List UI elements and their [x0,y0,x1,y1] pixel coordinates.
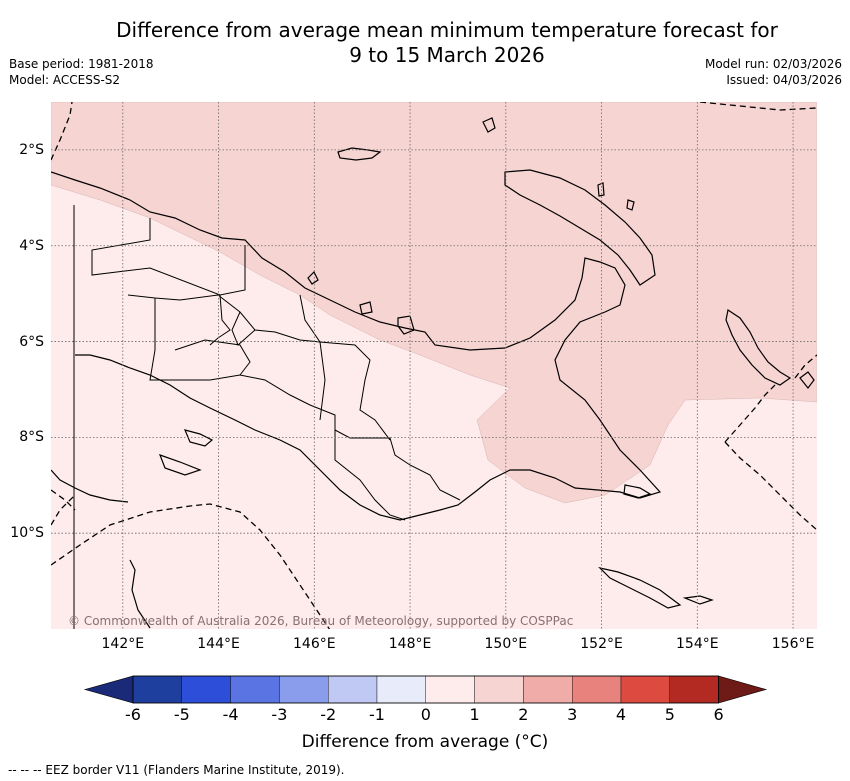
eez-borders [51,102,817,629]
colorbar-tick-label: 5 [664,705,675,724]
colorbar-tick-label: 4 [615,705,627,724]
province-western [91,218,246,296]
new-britain [504,169,656,286]
x-tick-label: 146°E [293,636,336,652]
colorbar-tick-label: 1 [469,705,480,724]
new-guinea-south-coast [75,354,599,521]
colorbar-tick-label: -6 [125,705,141,724]
manus-island [337,147,382,161]
province-eastern-highlands [231,311,256,346]
eez-east [794,354,817,379]
x-tick-label: 150°E [484,636,528,652]
eez-east-south [724,441,817,531]
cape-york-coast [51,469,129,503]
coastline [51,117,815,629]
province-highlands [149,298,336,430]
y-tick-label: 4°S [19,237,44,254]
colorbar-tick-label: 0 [420,705,431,724]
x-tick-label: 142°E [101,636,145,652]
colorbar-tick-label: -1 [369,705,385,724]
y-tick-label: 8°S [19,429,44,446]
gridlines [51,102,817,629]
map-title: Difference from average mean minimum tem… [90,18,804,68]
eez-south-east [724,384,776,443]
copyright-notice: © Commonwealth of Australia 2026, Bureau… [68,614,574,628]
province-morobe [334,430,406,521]
torres-strait-islands [158,429,214,476]
province-gulf [174,339,251,376]
province-madang [299,294,391,441]
x-tick-label: 144°E [197,636,240,652]
colorbar-label: Difference from average (°C) [301,732,549,752]
issued-date: Issued: 04/03/2026 [726,73,842,87]
y-tick-label: 10°S [10,525,44,542]
meta-right: Model run: 02/03/2026 Issued: 04/03/2026 [705,56,842,88]
x-tick-label: 156°E [771,636,815,652]
eez-bottom [51,489,76,511]
base-period: Base period: 1981-2018 [9,57,154,71]
small-islands [307,270,415,335]
title-line-1: Difference from average mean minimum tem… [116,18,778,42]
gulf-islands [129,559,151,629]
colorbar-tick-label: -2 [320,705,337,724]
colorbar-tick-label: 6 [713,705,724,724]
meta-left: Base period: 1981-2018 Model: ACCESS-S2 [9,56,154,88]
new-guinea-north-coast [51,171,662,499]
x-tick-label: 152°E [580,636,623,652]
new-ireland [725,309,792,386]
admin-boundaries [73,205,461,629]
colorbar-tick-label: 3 [567,705,578,724]
province-central [334,429,461,501]
colorbar-tick-label: 2 [518,705,529,724]
bougainville [799,371,815,389]
colorbar-tick-label: -5 [173,705,190,724]
eez-footnote: -- -- -- EEZ border V11 (Flanders Marine… [8,763,345,777]
model-name: Model: ACCESS-S2 [9,73,121,87]
model-run: Model run: 02/03/2026 [704,57,842,71]
eez-north-east [699,102,817,111]
eez-south-west-2 [51,494,76,526]
louisiade-islands [598,484,714,609]
y-tick-label: 6°S [19,333,44,350]
province-chimbu [209,294,231,346]
x-tick-label: 148°E [388,636,432,652]
x-tick-label: 154°E [676,636,719,652]
colorbar-tick-label: -3 [271,705,288,724]
y-tick-label: 2°S [19,141,44,158]
eez-south-west [51,503,331,629]
colorbar-tick-label: -4 [222,705,239,724]
title-line-2: 9 to 15 March 2026 [349,43,545,67]
